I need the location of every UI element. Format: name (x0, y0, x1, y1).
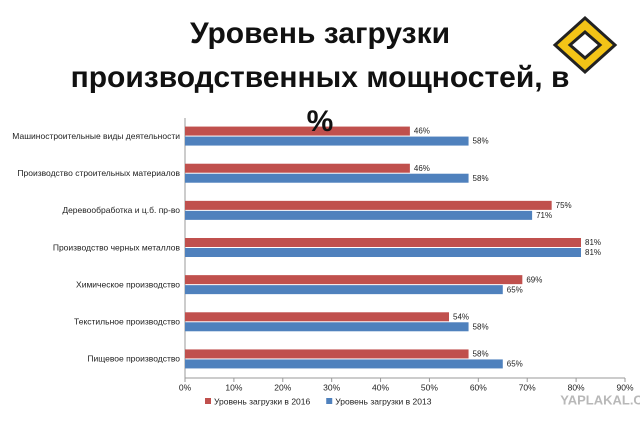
x-tick-label: 80% (568, 382, 585, 392)
bar (185, 322, 469, 332)
bar (185, 349, 469, 359)
value-label: 54% (453, 312, 469, 321)
x-tick-label: 50% (421, 382, 438, 392)
category-label: Деревообработка и ц.б. пр-во (62, 205, 180, 215)
value-label: 58% (473, 322, 489, 331)
legend-label: Уровень загрузки в 2016 (214, 396, 310, 406)
x-tick-label: 10% (225, 382, 242, 392)
bar (185, 238, 581, 247)
bar (185, 173, 469, 183)
value-label: 65% (507, 285, 523, 294)
value-label: 46% (414, 164, 430, 173)
value-label: 58% (473, 137, 489, 146)
bar (185, 163, 410, 173)
x-tick-label: 70% (519, 382, 536, 392)
value-label: 75% (556, 201, 572, 210)
legend-label: Уровень загрузки в 2013 (335, 396, 431, 406)
x-tick-label: 40% (372, 382, 389, 392)
bar (185, 210, 533, 220)
value-label: 69% (526, 275, 542, 284)
legend-swatch (205, 398, 211, 404)
bar (185, 126, 410, 136)
bar (185, 275, 523, 285)
chart-title: Уровень загрузки производственных мощнос… (70, 17, 570, 138)
category-label: Текстильное производство (74, 317, 180, 327)
legend-swatch (326, 398, 333, 404)
bar (185, 312, 449, 322)
logo (552, 15, 618, 75)
value-label: 65% (507, 360, 523, 369)
x-tick-label: 90% (616, 382, 633, 392)
value-label: 58% (473, 174, 489, 183)
bar (185, 359, 503, 369)
x-tick-label: 20% (274, 382, 291, 392)
value-label: 81% (585, 238, 601, 247)
category-label: Производство строительных материалов (17, 168, 180, 178)
value-label: 71% (536, 211, 552, 220)
category-label: Пищевое производство (87, 354, 180, 364)
watermark: YAPLAKAL.COM (560, 392, 640, 407)
x-tick-label: 60% (470, 382, 487, 392)
x-tick-label: 0% (179, 382, 192, 392)
value-label: 81% (585, 248, 601, 257)
value-label: 46% (414, 127, 430, 136)
bar (185, 248, 581, 257)
bar (185, 285, 503, 295)
category-label: Производство черных металлов (53, 242, 181, 252)
category-label: Машиностроительные виды деятельности (12, 131, 180, 141)
bar (185, 200, 552, 210)
value-label: 58% (473, 350, 489, 359)
x-tick-label: 30% (323, 382, 340, 392)
category-label: Химическое производство (76, 279, 180, 289)
bar (185, 136, 469, 146)
